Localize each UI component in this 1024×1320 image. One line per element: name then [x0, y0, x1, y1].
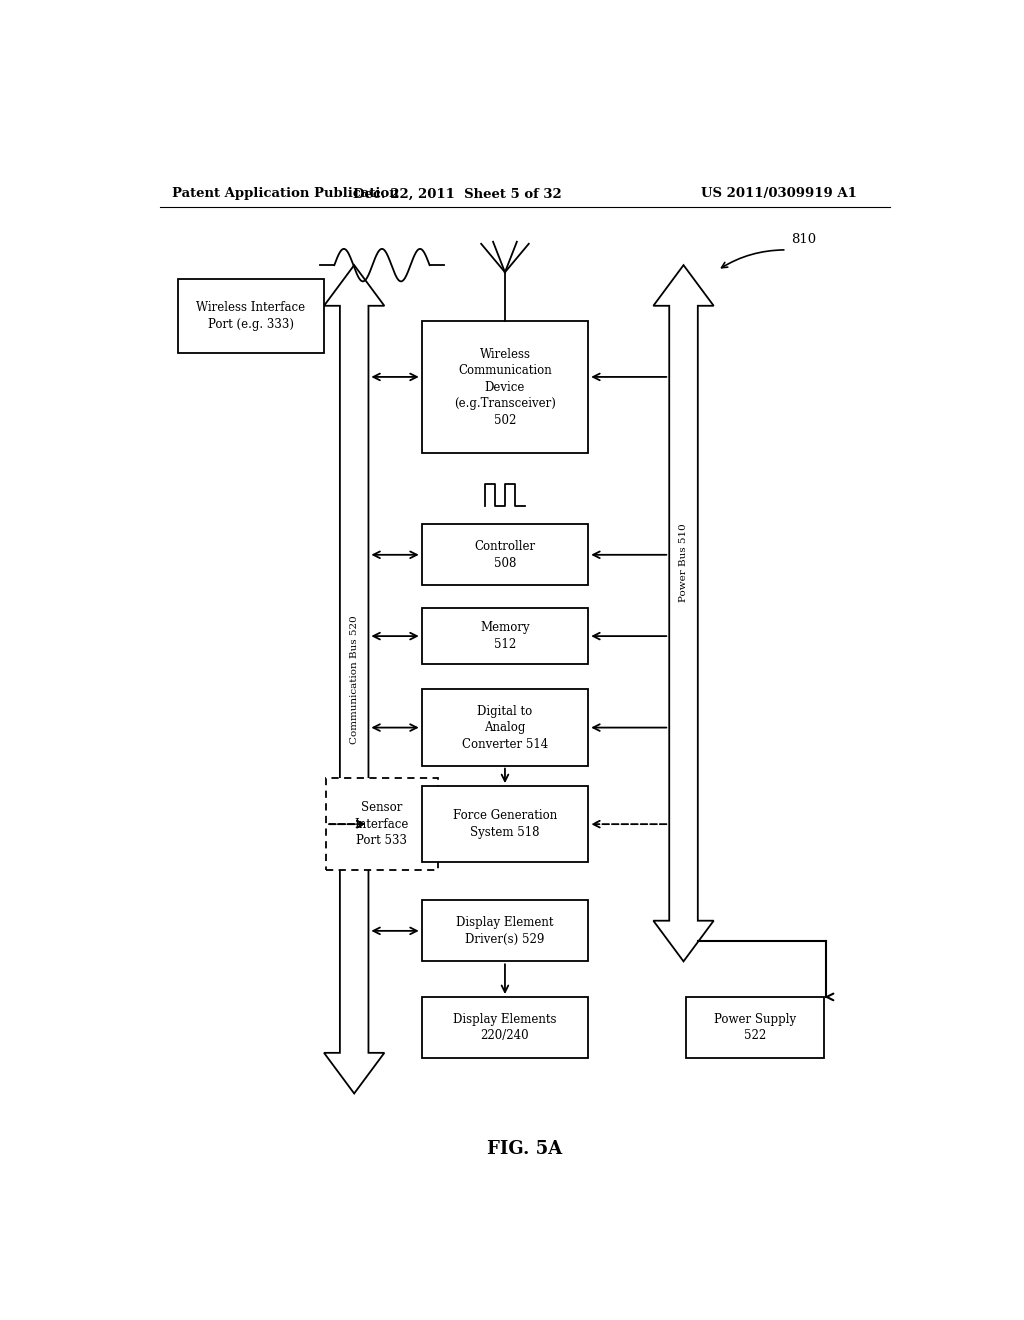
Text: Force Generation
System 518: Force Generation System 518: [453, 809, 557, 840]
Text: Controller
508: Controller 508: [474, 540, 536, 569]
Text: Display Elements
220/240: Display Elements 220/240: [454, 1012, 557, 1043]
Bar: [422, 785, 588, 862]
Text: Wireless
Communication
Device
(e.g.Transceiver)
502: Wireless Communication Device (e.g.Trans…: [454, 347, 556, 426]
Bar: [422, 900, 588, 961]
Text: Patent Application Publication: Patent Application Publication: [172, 187, 398, 201]
Bar: [422, 321, 588, 453]
Text: Power Bus 510: Power Bus 510: [679, 523, 688, 602]
Text: FIG. 5A: FIG. 5A: [487, 1140, 562, 1159]
Text: Dec. 22, 2011  Sheet 5 of 32: Dec. 22, 2011 Sheet 5 of 32: [353, 187, 562, 201]
Bar: [422, 689, 588, 766]
Text: US 2011/0309919 A1: US 2011/0309919 A1: [700, 187, 857, 201]
Bar: [327, 779, 437, 870]
Text: Power Supply
522: Power Supply 522: [714, 1012, 796, 1043]
Polygon shape: [653, 265, 714, 961]
Bar: [422, 524, 588, 585]
Polygon shape: [324, 265, 384, 1093]
Bar: [422, 997, 588, 1057]
Bar: [422, 609, 588, 664]
Text: Sensor
Interface
Port 533: Sensor Interface Port 533: [354, 801, 410, 847]
Text: Wireless Interface
Port (e.g. 333): Wireless Interface Port (e.g. 333): [197, 301, 305, 331]
Bar: [177, 280, 325, 352]
Text: Display Element
Driver(s) 529: Display Element Driver(s) 529: [457, 916, 554, 945]
Text: Communication Bus 520: Communication Bus 520: [349, 615, 358, 743]
Bar: [685, 997, 824, 1057]
Text: Memory
512: Memory 512: [480, 622, 529, 651]
Text: Digital to
Analog
Converter 514: Digital to Analog Converter 514: [462, 705, 548, 751]
Text: 810: 810: [791, 234, 816, 247]
